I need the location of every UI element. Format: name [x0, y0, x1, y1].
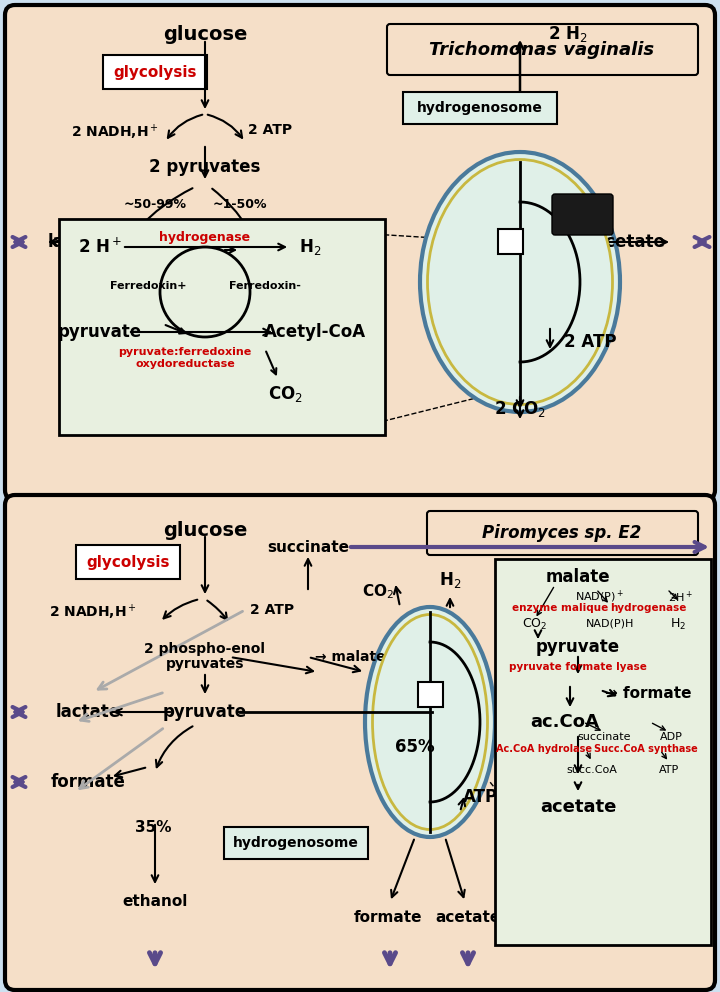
FancyBboxPatch shape	[427, 511, 698, 555]
Text: 2 H$^+$: 2 H$^+$	[78, 237, 122, 257]
Text: 2 ATP: 2 ATP	[248, 123, 292, 137]
Ellipse shape	[365, 607, 495, 837]
Text: 65%: 65%	[395, 738, 435, 756]
Text: Ferredoxin-: Ferredoxin-	[229, 281, 301, 291]
Text: pyruvate: pyruvate	[163, 703, 247, 721]
Text: 2 NADH,H$^+$: 2 NADH,H$^+$	[49, 602, 137, 622]
FancyBboxPatch shape	[224, 827, 368, 859]
FancyBboxPatch shape	[5, 5, 715, 500]
Text: pyruvate: pyruvate	[58, 323, 142, 341]
Text: Ferredoxin+: Ferredoxin+	[109, 281, 186, 291]
Text: 2 ATP: 2 ATP	[250, 603, 294, 617]
Text: 2 CO$_2$: 2 CO$_2$	[494, 399, 546, 419]
Bar	[418, 682, 443, 707]
Text: enzyme malique: enzyme malique	[512, 603, 608, 613]
Text: NAD(P)H: NAD(P)H	[586, 619, 634, 629]
Text: acetate: acetate	[436, 910, 500, 925]
Ellipse shape	[428, 160, 613, 405]
Text: succ.CoA: succ.CoA	[567, 765, 618, 775]
Text: ADP: ADP	[660, 732, 683, 742]
Text: Succ.CoA synthase: Succ.CoA synthase	[594, 744, 698, 754]
Text: 2 ATP: 2 ATP	[564, 333, 616, 351]
Text: 2 H$_2$: 2 H$_2$	[548, 24, 588, 44]
FancyBboxPatch shape	[76, 545, 180, 579]
FancyBboxPatch shape	[552, 194, 613, 235]
Text: lactate: lactate	[48, 233, 112, 251]
Text: formate: formate	[354, 910, 422, 925]
Text: CO$_2$: CO$_2$	[522, 616, 548, 632]
Ellipse shape	[372, 614, 487, 829]
Text: ~1-50%: ~1-50%	[212, 197, 267, 210]
Ellipse shape	[420, 152, 620, 412]
Text: glucose: glucose	[163, 521, 247, 540]
Text: pyruvate: pyruvate	[536, 638, 620, 656]
Text: → malate: → malate	[315, 650, 386, 664]
Text: hydrogenosome: hydrogenosome	[417, 101, 543, 115]
Text: ATP: ATP	[659, 765, 679, 775]
Text: succinate: succinate	[577, 732, 631, 742]
Text: glycolysis: glycolysis	[86, 555, 170, 569]
Bar	[498, 229, 523, 254]
Text: H$_2$: H$_2$	[670, 616, 686, 632]
Text: 2H$^+$: 2H$^+$	[667, 589, 693, 605]
Text: formate: formate	[50, 773, 125, 791]
FancyBboxPatch shape	[403, 92, 557, 124]
Text: ATP: ATP	[462, 788, 498, 806]
Text: pyruvates: pyruvates	[166, 657, 244, 671]
Text: CO$_2$: CO$_2$	[268, 384, 302, 404]
Text: Ac.CoA hydrolase: Ac.CoA hydrolase	[496, 744, 592, 754]
Text: H$_2$: H$_2$	[438, 570, 462, 590]
Text: pyruvate:ferredoxine: pyruvate:ferredoxine	[118, 347, 251, 357]
Text: → formate: → formate	[605, 686, 691, 701]
Text: ac.CoA: ac.CoA	[531, 713, 600, 731]
Text: ethanol: ethanol	[122, 895, 188, 910]
Text: NAD(P)$^+$: NAD(P)$^+$	[575, 589, 624, 605]
Text: 2 phospho-enol: 2 phospho-enol	[145, 642, 266, 656]
Text: hydrogenase: hydrogenase	[610, 603, 686, 613]
FancyBboxPatch shape	[387, 24, 698, 75]
FancyBboxPatch shape	[103, 55, 207, 89]
FancyBboxPatch shape	[495, 559, 711, 945]
Text: 2 pyruvates: 2 pyruvates	[149, 158, 261, 176]
Text: glycolysis: glycolysis	[113, 64, 197, 79]
Text: lactate: lactate	[55, 703, 120, 721]
Text: acetate: acetate	[595, 233, 665, 251]
Text: acetate: acetate	[540, 798, 616, 816]
Text: oxydoreductase: oxydoreductase	[135, 359, 235, 369]
Text: Piromyces sp. E2: Piromyces sp. E2	[482, 524, 642, 542]
Text: Trichomonas vaginalis: Trichomonas vaginalis	[429, 41, 654, 59]
Text: Acetyl-CoA: Acetyl-CoA	[264, 323, 366, 341]
Text: 2 NADH,H$^+$: 2 NADH,H$^+$	[71, 122, 159, 142]
Text: glucose: glucose	[163, 26, 247, 45]
FancyBboxPatch shape	[5, 495, 715, 990]
Text: H$_2$: H$_2$	[299, 237, 321, 257]
Text: pyruvate formate lyase: pyruvate formate lyase	[509, 662, 647, 672]
Text: succinate: succinate	[267, 540, 349, 555]
Text: CO$_2$: CO$_2$	[362, 582, 394, 601]
Text: hydrogenosome: hydrogenosome	[233, 836, 359, 850]
Text: ~50-99%: ~50-99%	[124, 197, 186, 210]
Text: 35%: 35%	[135, 819, 171, 834]
Text: malate: malate	[546, 568, 611, 586]
FancyBboxPatch shape	[59, 219, 385, 435]
Text: hydrogenase: hydrogenase	[159, 230, 251, 243]
